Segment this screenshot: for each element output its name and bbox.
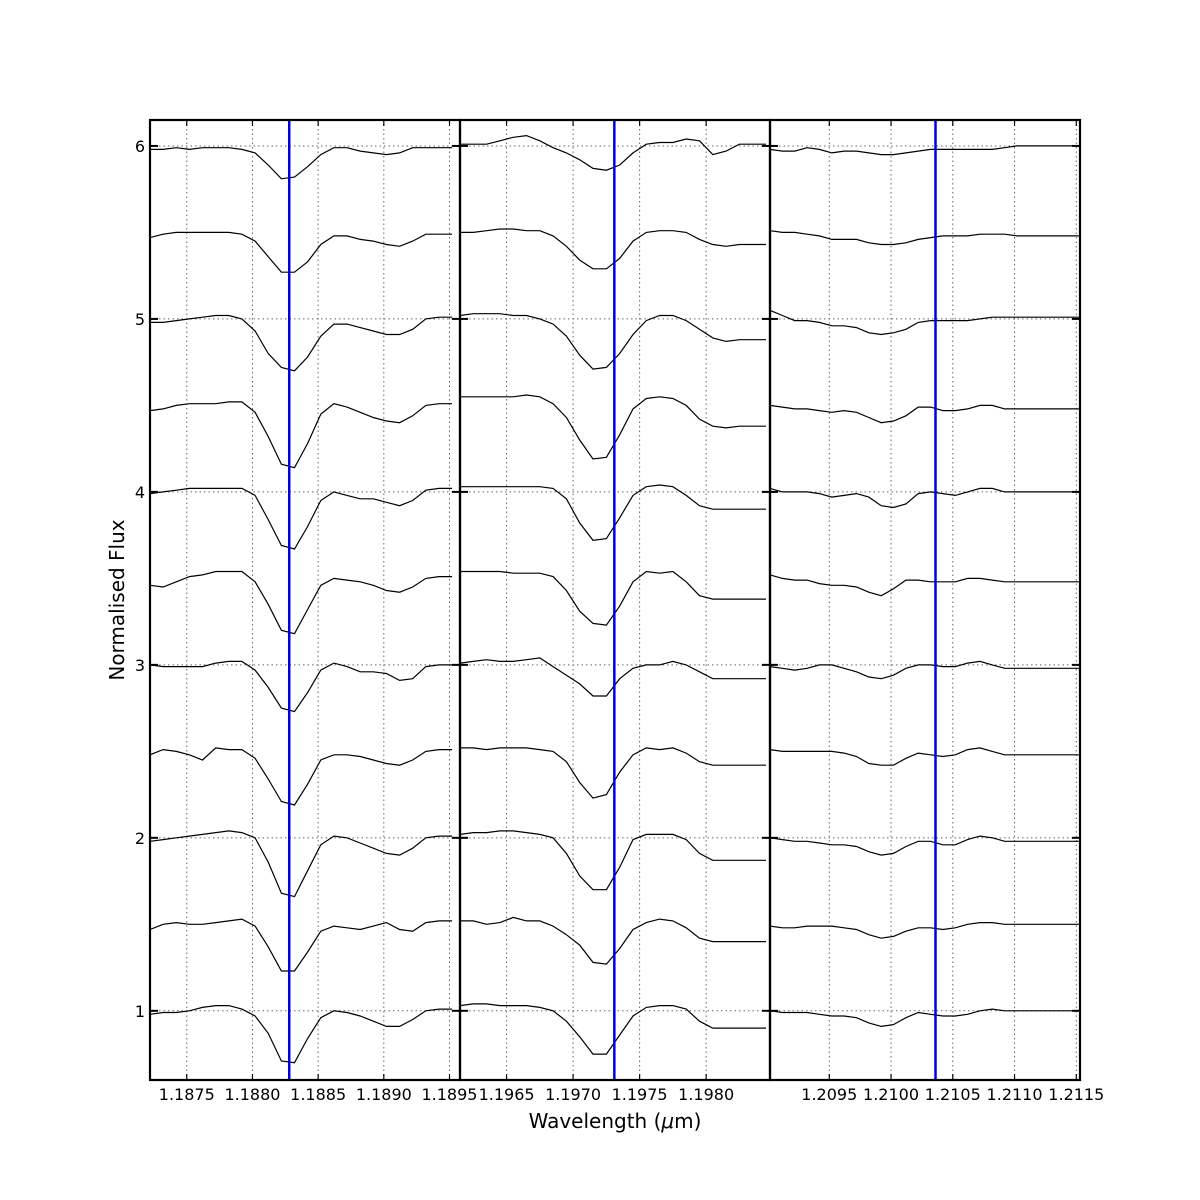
- spectrum-line-3: [460, 313, 766, 370]
- y-tick-label: 2: [135, 829, 145, 848]
- y-tick-label: 3: [135, 656, 145, 675]
- spectrum-line-4: [460, 394, 766, 460]
- x-tick-label: 1.2115: [1048, 1085, 1104, 1104]
- x-tick-label: 1.2110: [987, 1085, 1043, 1104]
- spectrum-line-8: [150, 747, 453, 806]
- x-tick-label: 1.1895: [421, 1085, 477, 1104]
- spectrum-line-7: [460, 657, 766, 697]
- spectrum-line-9: [770, 835, 1079, 856]
- spectra-group: [770, 145, 1079, 1028]
- x-tick-label: 1.1875: [159, 1085, 215, 1104]
- spectrum-line-2: [150, 231, 453, 273]
- spectrum-line-9: [460, 830, 766, 891]
- spectrum-line-1: [150, 147, 453, 180]
- spectrum-line-4: [770, 404, 1079, 424]
- y-tick-label: 6: [135, 137, 145, 156]
- spectrum-line-6: [460, 570, 766, 626]
- x-tick-label: 1.1975: [612, 1085, 668, 1104]
- spectrum-line-11: [150, 1004, 453, 1064]
- spectrum-line-1: [770, 145, 1079, 156]
- spectrum-line-3: [150, 314, 453, 372]
- y-tick-label: 1: [135, 1002, 145, 1021]
- spectrum-line-7: [150, 660, 453, 713]
- spectrum-line-9: [150, 830, 453, 898]
- x-tick-label: 1.1970: [545, 1085, 601, 1104]
- spectrum-line-1: [460, 134, 766, 171]
- spectrum-line-2: [460, 228, 766, 270]
- spectra-group: [150, 147, 453, 1064]
- spectra-group: [460, 134, 766, 1055]
- spectrum-line-8: [770, 747, 1079, 766]
- spectrum-line-7: [770, 660, 1079, 680]
- x-tick-label: 1.2105: [925, 1085, 981, 1104]
- spectrum-line-2: [770, 230, 1079, 246]
- spectrum-line-11: [770, 1008, 1079, 1028]
- y-tick-label: 5: [135, 310, 145, 329]
- spectrum-line-11: [460, 1003, 766, 1055]
- spectrum-line-6: [770, 574, 1079, 597]
- x-axis-label: Wavelength (μm): [529, 1109, 702, 1133]
- x-tick-label: 1.1980: [678, 1085, 734, 1104]
- spectrum-line-8: [460, 747, 766, 799]
- y-tick-labels: 1 2 3 4 5 6: [135, 137, 145, 1021]
- spectrum-line-10: [460, 916, 766, 965]
- x-tick-label: 1.1965: [479, 1085, 535, 1104]
- x-tick-label: 1.1880: [224, 1085, 280, 1104]
- spectrum-line-5: [150, 487, 453, 550]
- spectrum-line-5: [770, 487, 1079, 509]
- panel-3: 1.2095 1.2100 1.2105 1.2110 1.2115: [768, 118, 1104, 1104]
- x-tick-label: 1.2100: [863, 1085, 919, 1104]
- x-tick-label: 1.1885: [290, 1085, 346, 1104]
- spectrum-line-10: [150, 918, 453, 972]
- spectrum-line-3: [770, 309, 1079, 336]
- y-axis-label: Normalised Flux: [105, 519, 129, 680]
- spectrum-line-10: [770, 921, 1079, 939]
- x-tick-label: 1.2095: [801, 1085, 857, 1104]
- spectrum-line-4: [150, 401, 453, 469]
- spectrum-line-5: [460, 484, 766, 541]
- panel-frame: [768, 118, 1082, 1082]
- panels: 1.1875 1.1880 1.1885 1.1890 1.1895 1.1965 1.19…: [148, 118, 1104, 1104]
- y-tick-label: 4: [135, 483, 145, 502]
- x-tick-label: 1.1890: [356, 1085, 412, 1104]
- spectrum-line-6: [150, 570, 453, 635]
